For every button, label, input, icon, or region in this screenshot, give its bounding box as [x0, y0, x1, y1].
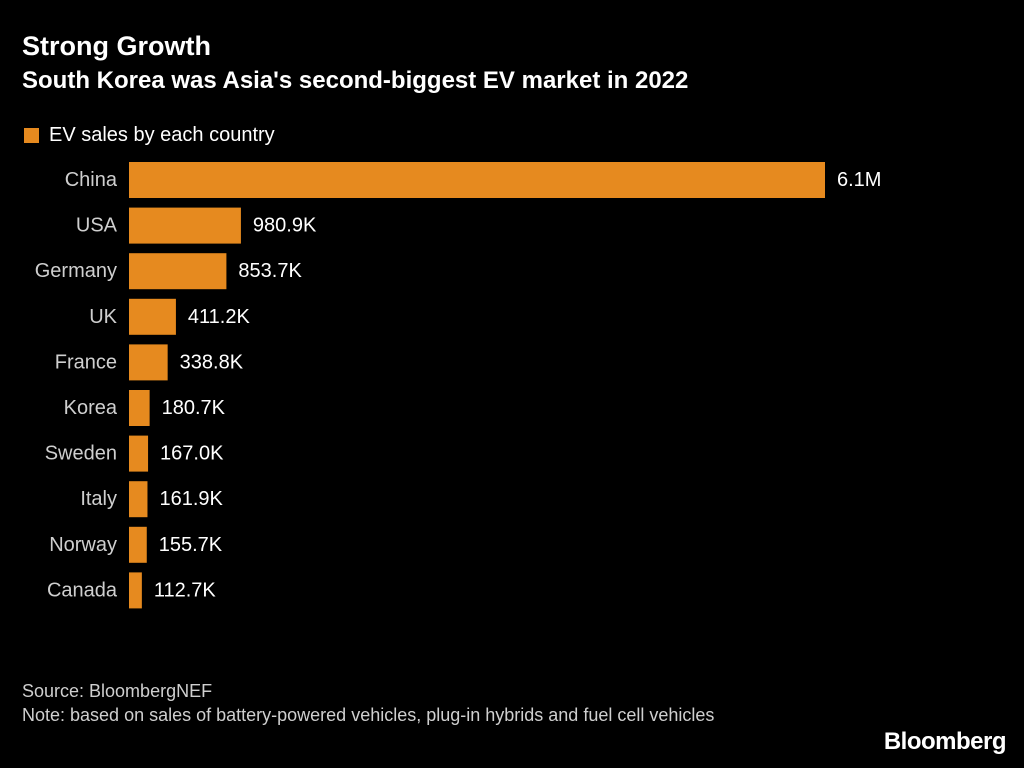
- category-label-norway: Norway: [49, 534, 117, 556]
- bar-china: [129, 162, 825, 198]
- source-note: Source: BloombergNEF: [22, 681, 213, 701]
- bar-uk: [129, 298, 176, 335]
- data-label-sweden: 167.0K: [160, 443, 224, 465]
- bloomberg-logo: Bloomberg: [883, 728, 1007, 755]
- category-label-usa: USA: [76, 215, 118, 237]
- bar-france: [129, 344, 168, 381]
- data-label-china: 6.1M: [837, 169, 881, 191]
- bar-norway: [129, 526, 147, 563]
- category-label-sweden: Sweden: [45, 443, 117, 465]
- category-label-uk: UK: [89, 306, 117, 328]
- data-label-usa: 980.9K: [253, 215, 317, 237]
- data-label-canada: 112.7K: [154, 579, 217, 601]
- category-label-china: China: [65, 169, 118, 191]
- methodology-note: Note: based on sales of battery-powered …: [22, 705, 715, 725]
- bar-germany: [129, 253, 227, 290]
- bar-usa: [129, 207, 241, 244]
- category-label-canada: Canada: [47, 579, 118, 601]
- legend-label: EV sales by each country: [49, 124, 275, 146]
- bar-canada: [129, 572, 142, 609]
- legend: EV sales by each country: [24, 124, 275, 147]
- data-label-germany: 853.7K: [238, 260, 302, 282]
- bar-korea: [129, 390, 150, 426]
- data-label-norway: 155.7K: [159, 534, 223, 556]
- data-label-uk: 411.2K: [188, 306, 251, 328]
- chart-title: Strong Growth: [22, 31, 211, 61]
- category-label-germany: Germany: [35, 260, 117, 282]
- data-label-italy: 161.9K: [159, 488, 223, 510]
- category-label-korea: Korea: [64, 397, 118, 419]
- legend-swatch: [24, 128, 39, 143]
- data-label-france: 338.8K: [180, 351, 244, 373]
- data-label-korea: 180.7K: [162, 397, 226, 419]
- category-label-italy: Italy: [80, 488, 117, 510]
- category-label-france: France: [55, 351, 117, 373]
- chart-subtitle: South Korea was Asia's second-biggest EV…: [22, 67, 689, 94]
- bar-italy: [129, 481, 148, 518]
- bar-sweden: [129, 435, 149, 472]
